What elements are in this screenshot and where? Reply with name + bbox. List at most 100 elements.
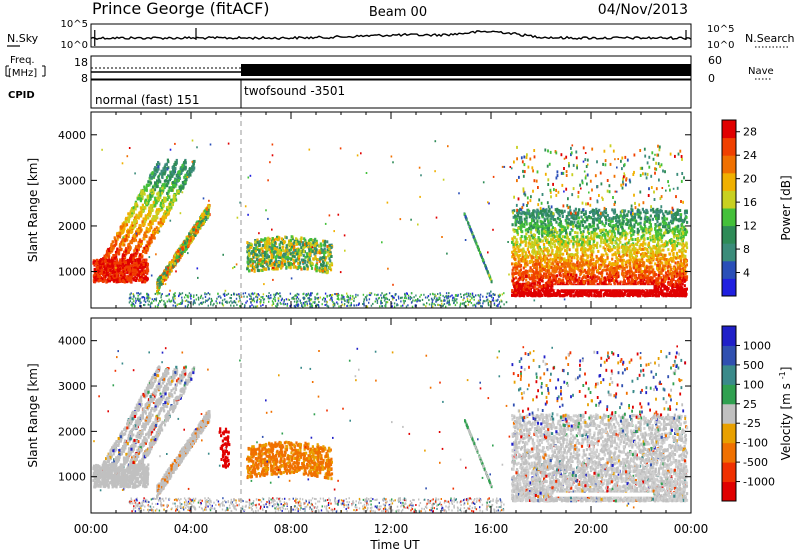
echo-cell bbox=[328, 243, 331, 247]
echo-cell bbox=[174, 160, 177, 164]
echo-cell bbox=[127, 243, 130, 247]
echo-cell bbox=[161, 207, 164, 211]
echo-cell bbox=[266, 264, 269, 268]
echo-cell bbox=[195, 223, 198, 226]
echo-cell bbox=[308, 253, 311, 257]
echo-cell bbox=[151, 203, 154, 207]
echo-cell bbox=[312, 241, 315, 245]
echo-cell bbox=[245, 301, 247, 304]
echo-cell bbox=[338, 305, 340, 308]
echo-cell bbox=[499, 305, 502, 308]
echo-cell bbox=[272, 303, 274, 305]
echo-cell bbox=[407, 304, 409, 307]
echo-cell bbox=[441, 305, 444, 308]
echo-cell bbox=[155, 199, 158, 203]
echo-cell bbox=[428, 299, 430, 302]
echo-cell bbox=[272, 266, 275, 270]
echo-cell bbox=[164, 179, 168, 183]
echo-cell bbox=[177, 171, 180, 175]
echo-cell bbox=[102, 279, 105, 283]
echo-cell bbox=[353, 297, 355, 300]
echo-cell bbox=[323, 300, 326, 303]
echo-cell bbox=[171, 172, 175, 176]
echo-cell bbox=[127, 269, 130, 272]
echo-cell bbox=[333, 230, 335, 233]
echo-cell bbox=[308, 258, 311, 262]
echo-cell bbox=[177, 249, 180, 253]
echo-cell bbox=[131, 221, 134, 225]
echo-cell bbox=[151, 222, 154, 226]
echo-cell bbox=[159, 192, 162, 196]
echo-cell bbox=[148, 183, 151, 187]
echo-cell bbox=[205, 211, 208, 215]
echo-cell bbox=[289, 262, 292, 266]
echo-cell bbox=[468, 294, 470, 297]
echo-cell bbox=[100, 260, 103, 264]
echo-cell bbox=[470, 302, 473, 304]
echo-cell bbox=[253, 267, 256, 271]
echo-cell bbox=[108, 264, 111, 268]
echo-cell bbox=[283, 299, 285, 302]
echo-cell bbox=[256, 247, 259, 251]
echo-cell bbox=[100, 265, 103, 269]
echo-cell bbox=[132, 210, 135, 214]
echo-cell bbox=[464, 293, 466, 296]
echo-cell bbox=[355, 295, 357, 298]
echo-cell bbox=[135, 233, 138, 237]
echo-cell bbox=[116, 268, 119, 272]
echo-cell bbox=[93, 260, 96, 264]
echo-cell bbox=[314, 257, 317, 261]
echo-cell bbox=[138, 231, 141, 235]
echo-cell bbox=[184, 300, 187, 302]
echo-cell bbox=[286, 255, 289, 259]
echo-cell bbox=[184, 241, 187, 245]
echo-cell bbox=[192, 296, 195, 298]
echo-cell bbox=[319, 244, 323, 248]
echo-cell bbox=[469, 299, 471, 301]
echo-cell bbox=[424, 296, 427, 299]
echo-cell bbox=[145, 186, 148, 190]
cpid-program-twofsound: twofsound -3501 bbox=[244, 84, 345, 98]
echo-cell bbox=[122, 223, 125, 227]
echo-cell bbox=[326, 240, 329, 244]
echo-cell bbox=[533, 209, 536, 213]
echo-cell bbox=[173, 255, 176, 259]
echo-cell bbox=[170, 260, 173, 264]
echo-cell bbox=[328, 263, 331, 267]
echo-cell bbox=[439, 292, 441, 295]
echo-cell bbox=[313, 238, 316, 242]
echo-cell bbox=[381, 292, 383, 295]
echo-cell bbox=[147, 199, 150, 203]
echo-cell bbox=[142, 192, 145, 196]
echo-cell bbox=[175, 161, 178, 165]
echo-cell bbox=[133, 233, 137, 237]
echo-cell bbox=[465, 218, 468, 222]
echo-cell bbox=[307, 241, 310, 245]
echo-cell bbox=[296, 292, 298, 295]
echo-cell bbox=[252, 293, 254, 296]
echo-cell bbox=[163, 186, 166, 190]
echo-cell bbox=[158, 178, 161, 182]
echo-cell bbox=[138, 211, 141, 215]
echo-cell bbox=[384, 293, 386, 296]
echo-cell bbox=[110, 242, 113, 246]
echo-cell bbox=[270, 294, 272, 297]
echo-cell bbox=[492, 299, 494, 302]
echo-cell bbox=[139, 255, 142, 259]
echo-cell bbox=[319, 296, 321, 299]
echo-cell bbox=[153, 173, 157, 177]
echo-cell bbox=[130, 211, 133, 215]
echo-cell bbox=[157, 227, 160, 231]
echo-cell bbox=[300, 258, 303, 262]
echo-cell bbox=[188, 167, 192, 171]
echo-cell bbox=[617, 158, 619, 160]
echo-cell bbox=[274, 237, 278, 241]
echo-cell bbox=[207, 214, 210, 218]
echo-cell bbox=[286, 304, 288, 307]
echo-cell bbox=[407, 296, 410, 299]
echo-cell bbox=[135, 215, 138, 219]
echo-cell bbox=[172, 169, 175, 173]
echo-cell bbox=[262, 293, 265, 296]
echo-cell bbox=[302, 258, 305, 262]
echo-cell bbox=[124, 223, 127, 227]
